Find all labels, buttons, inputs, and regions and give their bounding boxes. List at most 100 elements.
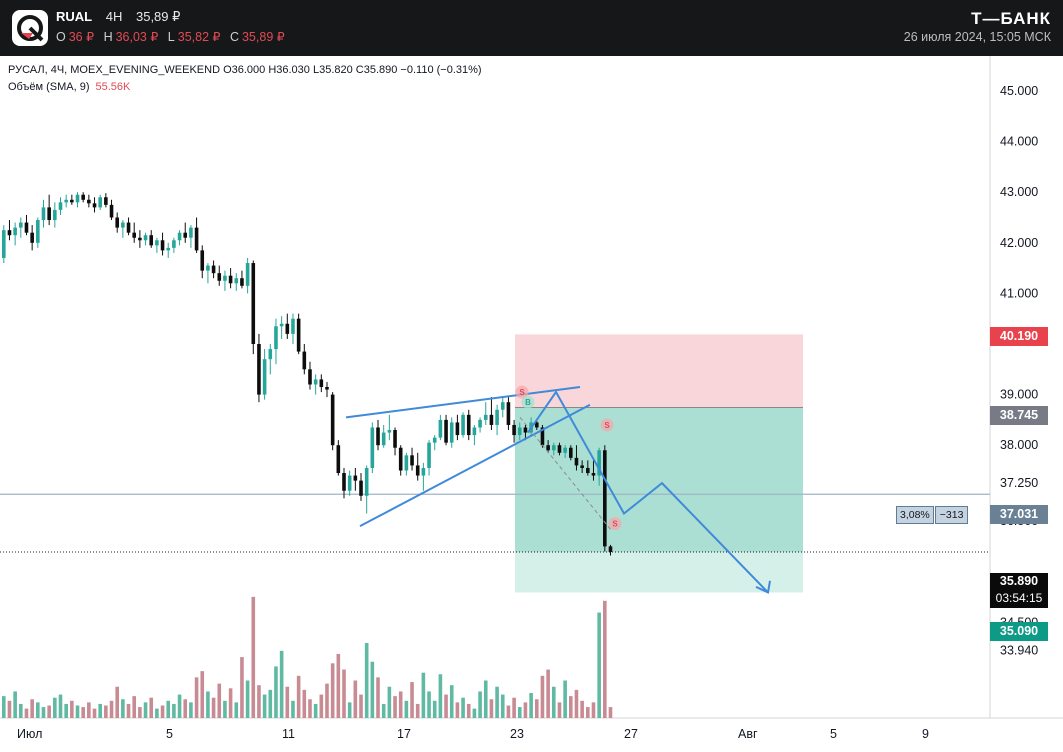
- candle-body: [36, 220, 40, 243]
- stop-loss-zone: [515, 334, 803, 408]
- volume-bar: [279, 650, 284, 718]
- take-profit-price-tag[interactable]: 35.090: [990, 622, 1048, 641]
- volume-bar: [166, 700, 171, 718]
- volume-bar: [245, 680, 250, 718]
- volume-bar: [529, 693, 533, 718]
- candle-body: [81, 194, 85, 200]
- ticker-symbol[interactable]: RUAL: [56, 9, 93, 24]
- candle-body: [353, 475, 358, 481]
- candle-body: [387, 430, 392, 433]
- candle-body: [444, 419, 448, 443]
- volume-bar: [121, 699, 125, 718]
- candle-body: [98, 197, 102, 208]
- candle-body: [24, 222, 29, 233]
- low-key: L: [167, 30, 175, 44]
- volume-bar: [155, 708, 159, 718]
- candle-body: [206, 265, 210, 271]
- volume-bar: [274, 666, 278, 718]
- volume-bar: [342, 669, 346, 718]
- candle-body: [291, 318, 295, 334]
- time-axis-tick-label: 9: [922, 727, 929, 741]
- volume-bar: [189, 702, 193, 718]
- candle-body: [313, 379, 318, 385]
- last-price: 35,89 ₽: [135, 9, 181, 24]
- volume-bar: [455, 702, 460, 718]
- candle-body: [608, 546, 613, 552]
- candle-body: [370, 427, 375, 468]
- chart-area[interactable]: 45.000 44.000 43.000 42.000 41.000 39.000 38.0…: [0, 56, 1063, 752]
- candle-body: [109, 204, 114, 218]
- candle-body: [393, 430, 397, 448]
- candle-body: [19, 222, 23, 228]
- trade-signal-marker: [608, 517, 622, 531]
- candle-body: [381, 432, 386, 446]
- candle-body: [177, 232, 182, 241]
- candle-body: [580, 465, 584, 468]
- candlestick-chart[interactable]: 45.000 44.000 43.000 42.000 41.000 39.000 38.0…: [0, 56, 1063, 752]
- horizontal-line-price-tag[interactable]: 37.031: [990, 505, 1048, 524]
- time-axis-tick-label: Авг: [738, 727, 758, 741]
- main-legend: РУСАЛ, 4Ч, MOEX_EVENING_WEEKEND O36.000 …: [8, 64, 482, 76]
- candle-body: [257, 344, 261, 395]
- candle-body: [58, 202, 63, 210]
- volume-bar: [211, 697, 216, 718]
- volume-bar: [574, 689, 579, 718]
- candle-body: [342, 473, 346, 491]
- volume-bar: [251, 596, 256, 718]
- volume-bar: [138, 707, 142, 718]
- price-axis-tick-label: 39.000: [1000, 388, 1038, 402]
- candle-body: [92, 203, 97, 208]
- volume-bar: [427, 691, 431, 718]
- candle-body: [466, 414, 471, 436]
- volume-legend: Объём (SMA, 9) 55.56K: [8, 81, 130, 93]
- trade-signal-label: B: [525, 398, 531, 407]
- candle-body: [296, 318, 301, 352]
- volume-bar: [506, 705, 511, 718]
- symbol-line: RUAL 4H 35,89 ₽: [56, 9, 190, 25]
- candle-body: [200, 250, 205, 271]
- candle-body: [228, 275, 233, 284]
- volume-bar: [194, 677, 199, 718]
- trade-dashed-line: [519, 417, 613, 532]
- candle-body: [603, 450, 607, 547]
- volume-bar: [13, 691, 17, 718]
- brand-name: Т—БАНК: [971, 9, 1051, 28]
- candle-body: [245, 263, 250, 286]
- candle-body: [591, 473, 596, 476]
- volume-bar: [359, 694, 363, 718]
- volume-bar: [302, 689, 307, 718]
- candle-body: [574, 457, 579, 466]
- last-price-tag: 35.890 03:54:15: [990, 573, 1048, 608]
- volume-bar: [500, 694, 505, 718]
- volume-bar: [580, 700, 584, 718]
- entry-price-tag[interactable]: 38.745: [990, 406, 1048, 425]
- candle-body: [347, 475, 352, 491]
- candle-body: [126, 222, 131, 233]
- volume-bar: [517, 707, 522, 718]
- volume-bar: [126, 703, 131, 718]
- candle-body: [47, 207, 51, 221]
- volume-bar: [608, 707, 613, 718]
- candle-body: [53, 209, 57, 221]
- candle-body: [523, 427, 528, 433]
- trade-signal-marker: [600, 418, 614, 432]
- candle-body: [432, 437, 437, 443]
- timeframe-label[interactable]: 4H: [105, 9, 123, 24]
- stop-loss-price-tag[interactable]: 40.190: [990, 327, 1048, 346]
- candle-body: [455, 422, 460, 436]
- volume-bar: [325, 683, 329, 718]
- candle-body: [121, 222, 125, 228]
- candle-body: [483, 414, 488, 420]
- volume-bar: [415, 703, 420, 718]
- candle-body: [586, 467, 590, 474]
- tbank-app-logo[interactable]: [12, 10, 48, 46]
- volume-bar: [540, 675, 545, 718]
- volume-bar: [551, 686, 556, 718]
- open-value: 36 ₽: [68, 30, 95, 44]
- volume-bar: [206, 691, 210, 718]
- volume-bar: [104, 705, 108, 718]
- volume-legend-value: 55.56K: [95, 81, 131, 93]
- price-axis-tick-label: 43.000: [1000, 185, 1038, 199]
- candle-body: [166, 247, 171, 251]
- volume-bar: [172, 703, 176, 718]
